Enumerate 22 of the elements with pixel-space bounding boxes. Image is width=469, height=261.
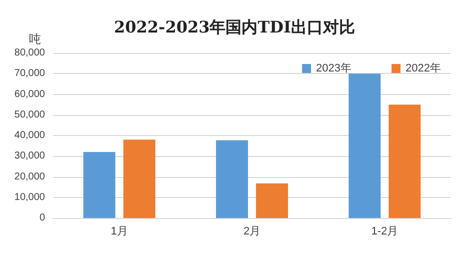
y-tick-label: 10,000 [14, 192, 46, 203]
bar [216, 140, 248, 218]
bar [348, 74, 381, 218]
y-tick-label: 20,000 [14, 171, 46, 182]
x-tick-label: 2月 [243, 226, 261, 238]
bar [123, 140, 156, 218]
y-tick-label: 30,000 [14, 150, 46, 162]
x-tick-label: 1月 [110, 226, 128, 238]
y-tick-label: 40,000 [14, 130, 46, 141]
x-tick-label: 1-2月 [371, 226, 398, 238]
bar [83, 152, 116, 218]
bar [388, 104, 421, 218]
chart-title: 2022-2023年国内TDI出口对比 [114, 18, 355, 36]
y-axis-title: 吨 [29, 32, 41, 46]
legend-label: 2022年 [406, 62, 442, 74]
legend-label: 2023年 [316, 62, 352, 74]
bar [256, 183, 288, 218]
y-tick-label: 60,000 [14, 88, 46, 100]
y-tick-label: 0 [39, 212, 46, 224]
y-tick-label: 50,000 [14, 109, 46, 120]
y-tick-label: 80,000 [14, 48, 46, 58]
y-tick-label: 70,000 [14, 68, 46, 80]
